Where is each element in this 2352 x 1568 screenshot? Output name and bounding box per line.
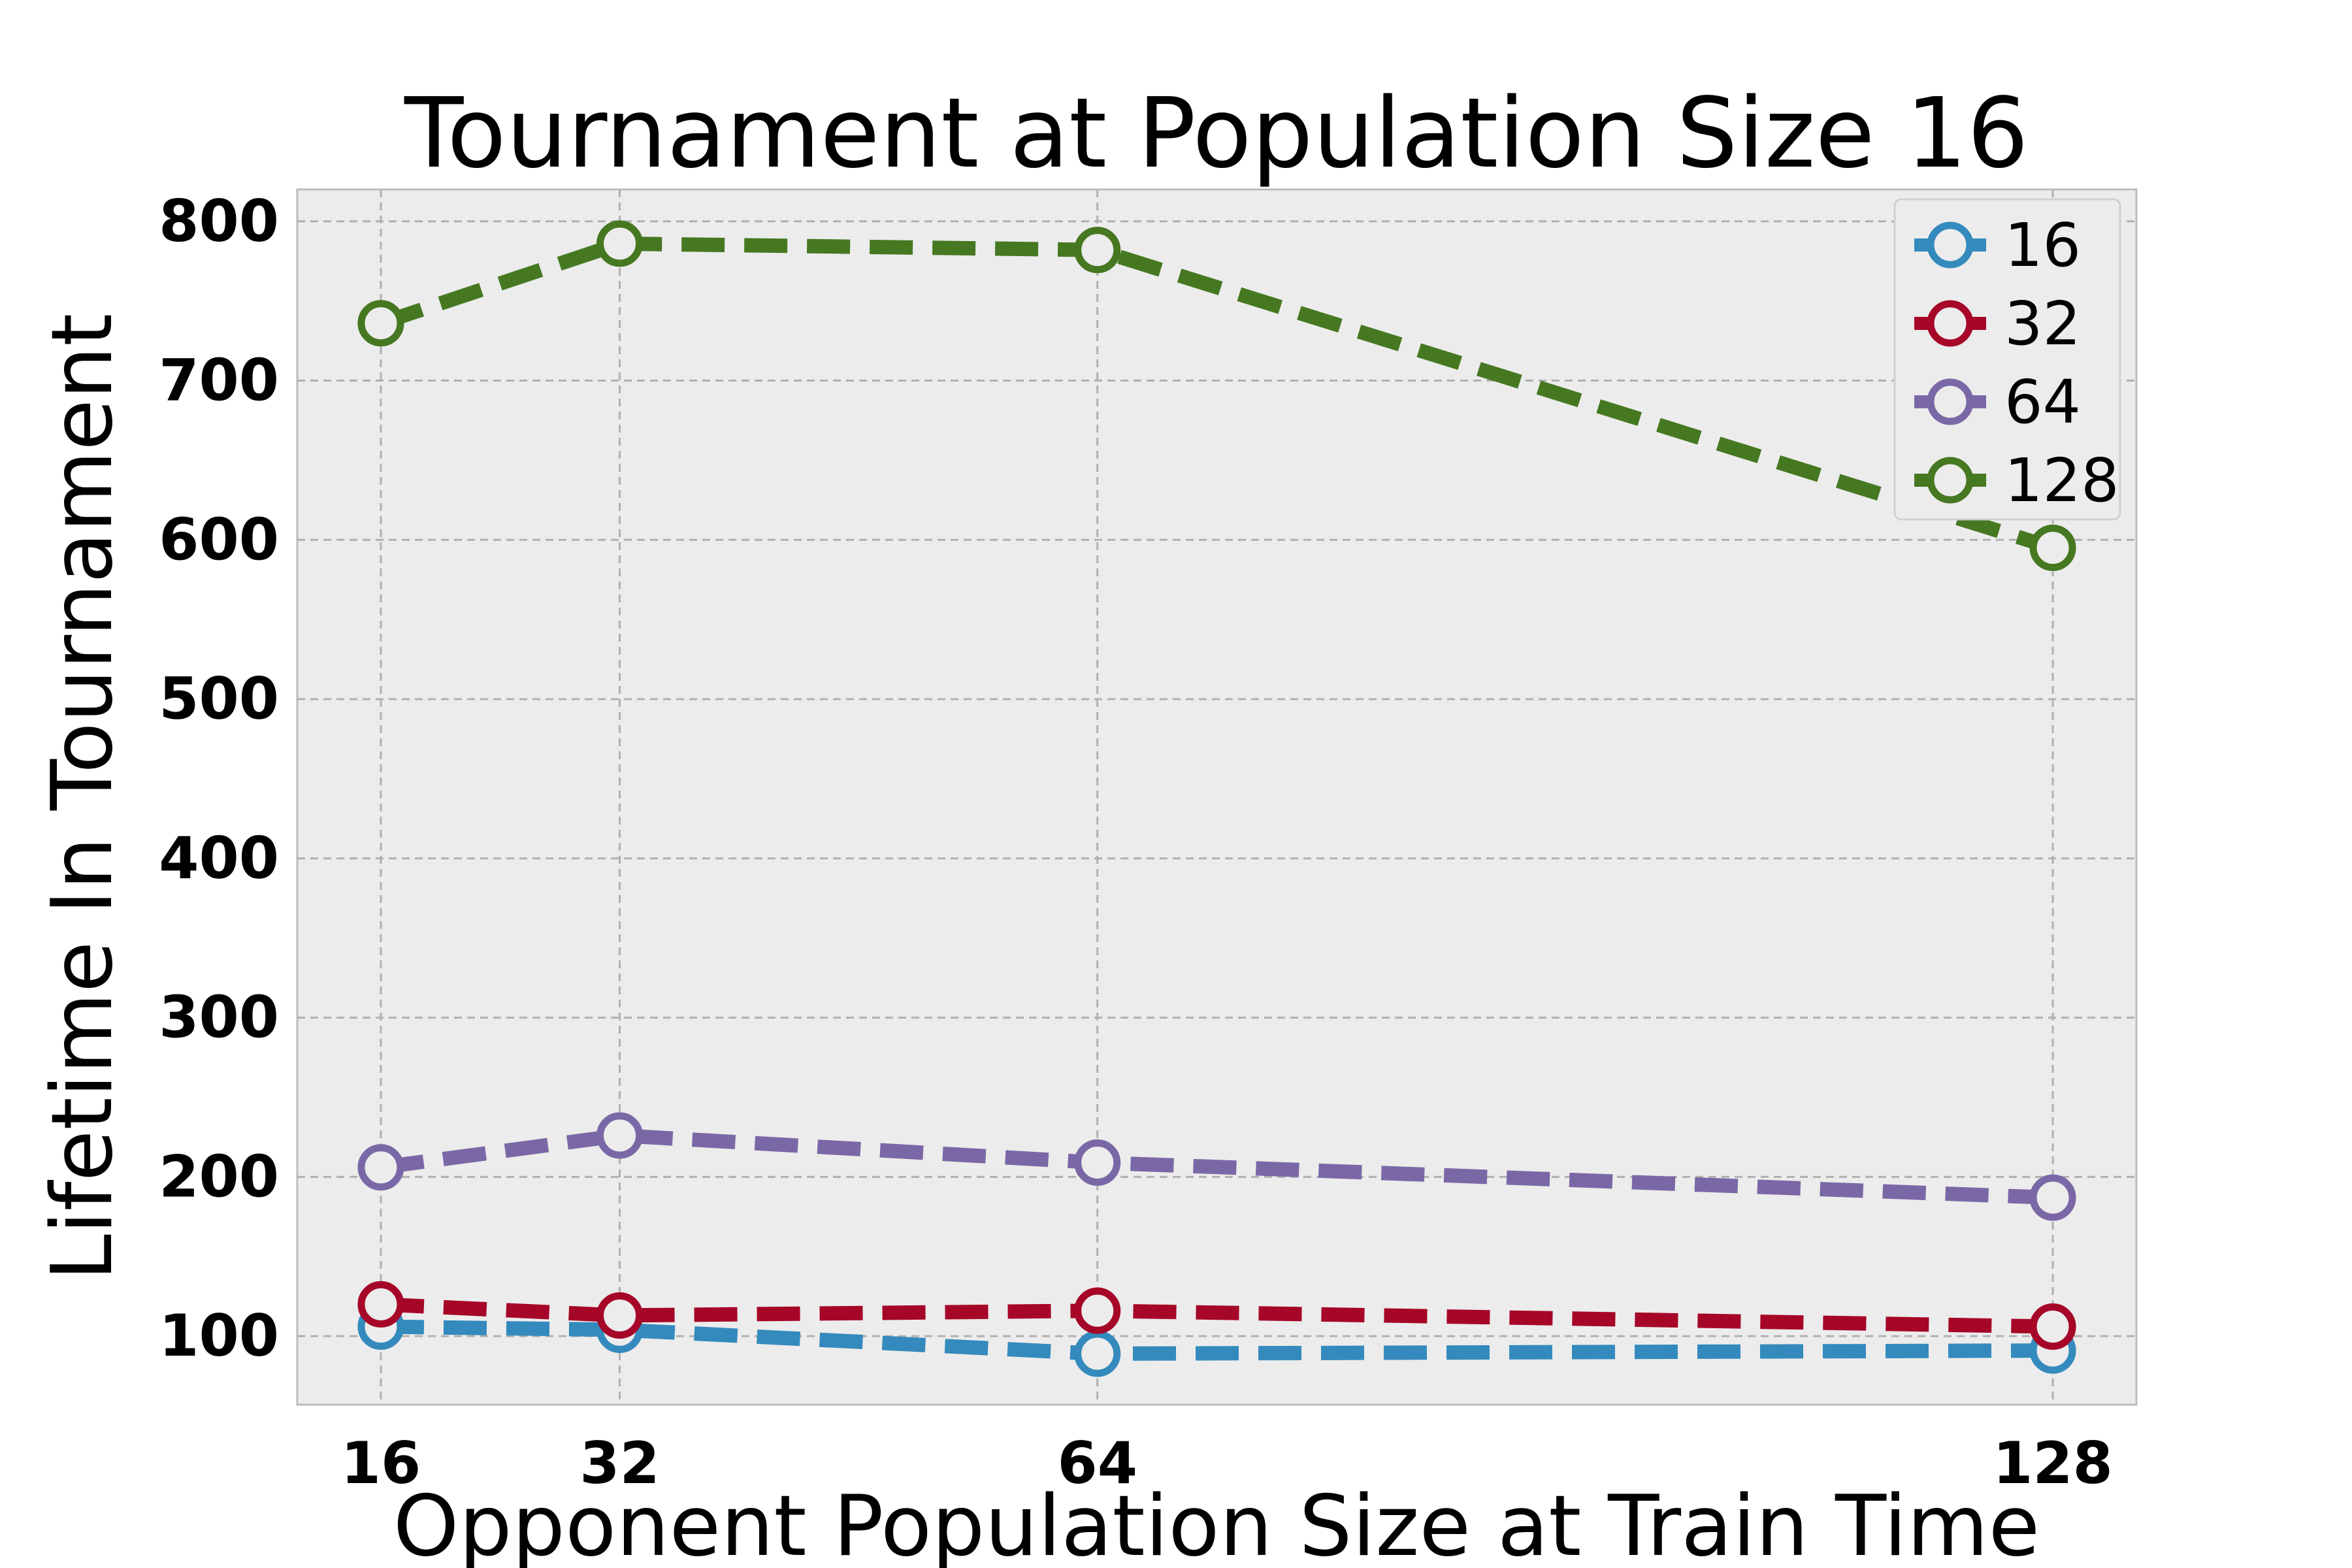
y-tick-label: 600 xyxy=(159,506,279,573)
data-point-64 xyxy=(357,1144,404,1191)
data-point-64 xyxy=(596,1112,644,1159)
data-point-128 xyxy=(596,220,644,267)
y-tick-label: 200 xyxy=(159,1143,279,1210)
series-line-128 xyxy=(378,236,2055,555)
x-axis-label: Opponent Population Size at Train Time xyxy=(393,1478,2040,1568)
x-tick-label: 16 xyxy=(341,1429,421,1497)
data-point-32 xyxy=(2029,1303,2076,1350)
data-point-32 xyxy=(357,1281,404,1328)
legend-label-16: 16 xyxy=(2004,210,2081,280)
legend-label-128: 128 xyxy=(2004,446,2119,515)
y-tick-label: 100 xyxy=(159,1302,279,1369)
data-point-64 xyxy=(1074,1139,1121,1186)
plot-area xyxy=(296,188,2138,1406)
data-point-128 xyxy=(357,300,404,347)
series-line-16 xyxy=(380,1319,2053,1361)
series-lines xyxy=(357,220,2076,1377)
y-tick-label: 400 xyxy=(159,825,279,892)
series-line-64 xyxy=(380,1128,2053,1205)
data-point-32 xyxy=(1074,1287,1121,1334)
legend: 16 32 64 128 xyxy=(1893,198,2121,521)
legend-marker-32 xyxy=(1927,300,1974,347)
tick-labels: 100 200 300 400 500 600 700 800 16 32 64 128 xyxy=(159,188,2113,1497)
legend-marker-128 xyxy=(1927,457,1974,504)
y-tick-label: 800 xyxy=(159,188,279,255)
legend-marker-16 xyxy=(1927,221,1974,269)
x-tick-label: 128 xyxy=(1993,1429,2113,1497)
y-tick-label: 700 xyxy=(159,347,279,414)
legend-label-64: 64 xyxy=(2004,367,2081,437)
data-point-128 xyxy=(2029,524,2076,571)
series-line-32 xyxy=(380,1297,2053,1334)
legend-label-32: 32 xyxy=(2004,289,2081,359)
y-tick-label: 300 xyxy=(159,984,279,1051)
data-point-16 xyxy=(1074,1330,1121,1377)
x-tick-label: 32 xyxy=(580,1429,659,1497)
data-point-32 xyxy=(596,1292,644,1339)
x-tick-label: 64 xyxy=(1057,1429,1137,1497)
legend-box xyxy=(1893,198,2121,521)
y-tick-label: 500 xyxy=(159,665,279,732)
legend-marker-64 xyxy=(1927,378,1974,425)
chart-title: Tournament at Population Size 16 xyxy=(404,77,2029,189)
data-point-128 xyxy=(1074,227,1121,274)
data-point-64 xyxy=(2029,1174,2076,1221)
y-axis-label: Lifetime In Tournament xyxy=(34,314,131,1281)
